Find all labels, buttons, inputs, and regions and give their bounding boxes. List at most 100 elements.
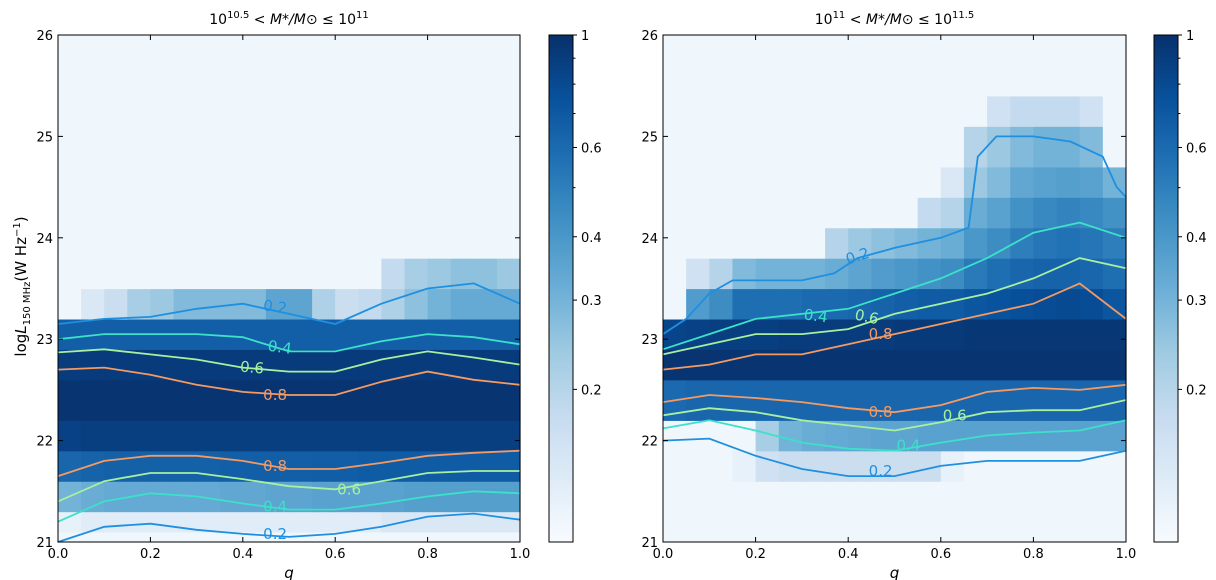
heatmap-cell [778, 288, 803, 320]
heatmap-cell [686, 197, 710, 229]
heatmap-cell [709, 126, 734, 168]
heatmap-cell [848, 166, 872, 198]
heatmap-cell [686, 349, 710, 381]
heatmap-cell [381, 288, 406, 320]
heatmap-cell [825, 35, 849, 97]
heatmap-cell [81, 35, 105, 259]
y-axis-ticks: 21 22 23 24 25 26 [641, 29, 1126, 551]
heatmap-cell [496, 35, 521, 259]
heatmap-cell [104, 288, 128, 320]
heatmap-cell [1010, 197, 1034, 229]
heatmap-cell [335, 511, 359, 533]
y-tick-label: 26 [641, 29, 658, 44]
heatmap-cell [917, 349, 942, 381]
heatmap-cell [755, 35, 780, 97]
heatmap-cell [81, 511, 105, 533]
heatmap-cell [755, 126, 780, 168]
heatmap-cell [987, 166, 1011, 198]
heatmap-cell [173, 420, 198, 452]
heatmap-cell [104, 511, 128, 533]
heatmap-cell [219, 531, 244, 543]
heatmap-cell [848, 258, 872, 290]
heatmap-cell [987, 318, 1011, 350]
heatmap-cell [732, 258, 757, 290]
heatmap-cell [219, 379, 244, 421]
heatmap-cell [940, 318, 965, 350]
heatmap-cell [1056, 450, 1081, 482]
heatmap-cell [732, 450, 757, 482]
heatmap-cell [289, 450, 313, 482]
heatmap-cell [686, 35, 710, 97]
heatmap-cell [709, 95, 734, 127]
heatmap-cell [81, 420, 105, 452]
heatmap-cell [289, 379, 313, 421]
contour-label: 0.6 [853, 306, 880, 329]
heatmap-cell [686, 481, 710, 513]
heatmap-cell [289, 481, 313, 513]
heatmap-cell [1033, 481, 1058, 513]
heatmap-cell [150, 450, 175, 482]
heatmap-cell [917, 166, 942, 198]
heatmap-cells [663, 35, 1127, 543]
heatmap-cell [381, 420, 406, 452]
contour-line-0.4 [662, 419, 1127, 452]
heatmap-cell [801, 258, 826, 290]
heatmap-cell [289, 35, 313, 259]
heatmap-cell [289, 349, 313, 381]
heatmap-cell [173, 481, 198, 513]
heatmap-cell [58, 258, 82, 290]
contour-label-text: 0.8 [263, 386, 287, 404]
heatmap-cell [473, 531, 498, 543]
contour-label-text: 0.2 [869, 462, 893, 480]
heatmap-cell [732, 481, 757, 513]
heatmap-cell [450, 511, 475, 533]
heatmap-cell [1033, 166, 1058, 198]
heatmap-cell [1033, 227, 1058, 259]
heatmap-cell [104, 481, 128, 513]
heatmap-cell [265, 379, 290, 421]
heatmap-cell [473, 450, 498, 482]
heatmap-cell [196, 379, 221, 421]
y-tick-label: 25 [641, 130, 658, 145]
heatmap-cell [987, 95, 1011, 127]
heatmap-cell [1102, 420, 1127, 452]
heatmap-cell [265, 481, 290, 513]
heatmap-cell [778, 197, 803, 229]
heatmap-cell [917, 95, 942, 127]
heatmap-cell [335, 379, 359, 421]
heatmap-cell [427, 258, 452, 290]
heatmap-cell [81, 258, 105, 290]
heatmap-cell [289, 511, 313, 533]
heatmap-cell [848, 227, 872, 259]
heatmap-cell [801, 318, 826, 350]
chart-title: 1011 < M*/M⊙ ≤ 1011.5 [815, 10, 975, 28]
heatmap-cell [1010, 166, 1034, 198]
y-tick-label: 23 [641, 333, 658, 348]
heatmap-cell [1102, 450, 1127, 482]
heatmap-cell [686, 318, 710, 350]
heatmap-cell [81, 349, 105, 381]
heatmap-cell [1102, 511, 1127, 543]
heatmap-cell [81, 288, 105, 320]
heatmap-cell [1079, 481, 1104, 513]
x-tick-label: 0.6 [930, 547, 951, 562]
heatmap-cell [871, 349, 896, 381]
heatmap-cell [917, 288, 942, 320]
heatmap-cell [755, 379, 780, 421]
heatmap-cell [940, 35, 965, 97]
contour-label-text: 0.4 [263, 498, 287, 516]
heatmap-cell [917, 379, 942, 421]
heatmap-cell [473, 318, 498, 350]
heatmap-cell [663, 349, 687, 381]
colorbar-tick-label: 0.2 [1186, 383, 1207, 398]
contour-label: 0.6 [943, 406, 967, 424]
heatmap-cell [450, 35, 475, 259]
heatmap-cell [963, 197, 988, 229]
heatmap-cell [404, 35, 429, 259]
heatmap-cell [496, 511, 521, 533]
heatmap-cell [732, 349, 757, 381]
heatmap-cell [755, 288, 780, 320]
contour-label-text: 0.6 [337, 480, 361, 498]
heatmap-cell [427, 481, 452, 513]
